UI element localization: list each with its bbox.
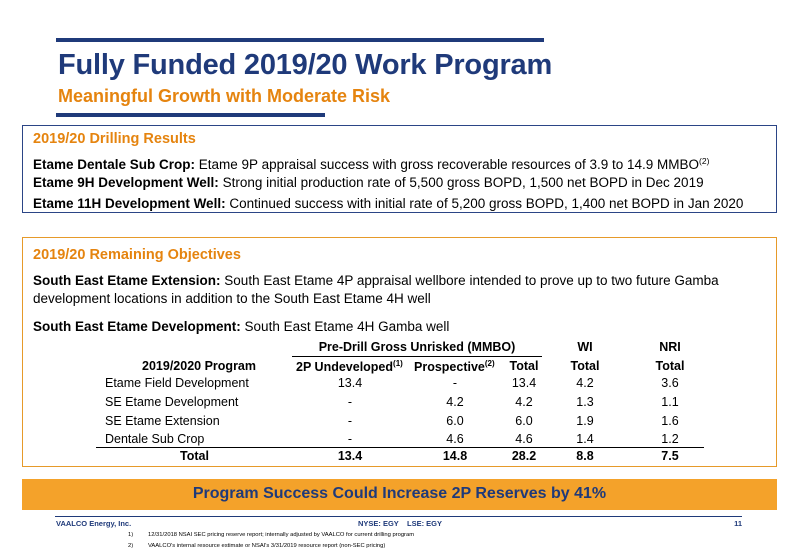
table-cell-nri: 1.6 — [661, 414, 679, 428]
table-col-nri-total: Total — [655, 359, 685, 373]
table-wi-header: WI — [577, 340, 593, 354]
table-cell-wi: 1.3 — [576, 395, 594, 409]
objective-label: South East Etame Extension: — [33, 273, 221, 288]
table-cell-prospective: - — [452, 376, 458, 390]
drilling-item-text: Etame 9P appraisal success with gross re… — [195, 157, 700, 172]
drilling-item: Etame 9H Development Well: Strong initia… — [33, 174, 704, 192]
table-cell-nri: 3.6 — [661, 376, 679, 390]
footnote-number: 1) — [128, 532, 134, 538]
table-cell-program: Dentale Sub Crop — [105, 432, 205, 446]
footnote-text: 12/31/2018 NSAI SEC pricing reserve repo… — [148, 532, 415, 538]
objective-text: South East Etame 4H Gamba well — [240, 319, 450, 334]
footer-rule — [55, 516, 742, 517]
page-subtitle: Meaningful Growth with Moderate Risk — [58, 86, 391, 106]
table-col-wi-total: Total — [570, 359, 600, 373]
table-cell-prospective: 6.0 — [446, 414, 464, 428]
banner-text: Program Success Could Increase 2P Reserv… — [192, 485, 607, 502]
drilling-item: Etame Dentale Sub Crop: Etame 9P apprais… — [33, 152, 709, 174]
table-cell-program: SE Etame Extension — [105, 414, 220, 428]
highlight-banner: Program Success Could Increase 2P Reserv… — [22, 479, 777, 510]
drilling-item: Etame 11H Development Well: Continued su… — [33, 195, 743, 213]
objective-extension: South East Etame Extension: South East E… — [33, 272, 719, 290]
table-cell-program: SE Etame Development — [105, 395, 239, 409]
table-col-program: 2019/2020 Program — [142, 359, 256, 373]
title-bottom-rule — [56, 113, 325, 117]
table-cell-total: 13.4 — [511, 376, 537, 390]
footnote-text: VAALCO's internal resource estimate or N… — [148, 543, 386, 549]
table-cell-wi: 1.4 — [576, 432, 594, 446]
table-cell-2p: - — [347, 432, 353, 446]
drilling-item-label: Etame 9H Development Well: — [33, 175, 219, 190]
drilling-item-label: Etame 11H Development Well: — [33, 196, 226, 211]
table-cell-total: 6.0 — [515, 414, 533, 428]
table-cell-program: Etame Field Development — [105, 376, 249, 390]
footnote-marker: (1) — [393, 359, 403, 368]
objective-text: South East Etame 4P appraisal wellbore i… — [220, 273, 719, 288]
page-title: Fully Funded 2019/20 Work Program — [58, 49, 553, 81]
table-nri-header: NRI — [659, 340, 681, 354]
title-top-rule — [56, 38, 544, 42]
table-cell-nri: 1.2 — [661, 432, 679, 446]
table-cell-wi: 4.2 — [576, 376, 594, 390]
footnote-number: 2) — [128, 543, 134, 549]
objective-label: South East Etame Development: — [33, 319, 241, 334]
drilling-results-box: 2019/20 Drilling Results Etame Dentale S… — [22, 125, 777, 213]
table-col-total: Total — [509, 359, 539, 373]
drilling-item-label: Etame Dentale Sub Crop: — [33, 157, 196, 172]
table-cell-2p: 13.4 — [337, 376, 363, 390]
drilling-results-title: 2019/20 Drilling Results — [33, 131, 196, 147]
footer-company: VAALCO Energy, Inc. — [56, 519, 132, 528]
footnote-marker: (2) — [484, 359, 495, 368]
table-cell-nri: 1.1 — [661, 395, 679, 409]
table-cell-total: 28.2 — [511, 449, 537, 463]
table-cell-2p: 13.4 — [337, 449, 363, 463]
table-cell-wi: 1.9 — [576, 414, 594, 428]
table-cell-wi: 8.8 — [576, 449, 594, 463]
table-group-underline — [292, 356, 542, 357]
objectives-title: 2019/20 Remaining Objectives — [33, 247, 241, 263]
objective-development: South East Etame Development: South East… — [33, 318, 449, 336]
table-cell-prospective: 4.2 — [446, 395, 464, 409]
table-cell-nri: 7.5 — [661, 449, 679, 463]
objective-extension-cont: development locations in addition to the… — [33, 291, 431, 306]
drilling-item-text: Continued success with initial rate of 5… — [225, 196, 744, 211]
table-cell-prospective: 14.8 — [442, 449, 468, 463]
table-total-rule — [96, 447, 704, 448]
table-cell-2p: - — [347, 395, 353, 409]
footer-page-number: 11 — [734, 519, 742, 528]
remaining-objectives-box: 2019/20 Remaining Objectives South East … — [22, 237, 777, 467]
table-col-2p: 2P Undeveloped(1) — [296, 359, 403, 374]
drilling-item-text: Strong initial production rate of 5,500 … — [218, 175, 704, 190]
table-cell-prospective: 4.6 — [446, 432, 464, 446]
table-cell-total: 4.2 — [515, 395, 533, 409]
table-cell-program: Total — [180, 449, 209, 463]
footnote-marker: (2) — [699, 156, 710, 166]
footer-ticker: NYSE: EGY LSE: EGY — [357, 519, 443, 528]
table-cell-total: 4.6 — [515, 432, 533, 446]
table-cell-2p: - — [347, 414, 353, 428]
table-group-header: Pre-Drill Gross Unrisked (MMBO) — [318, 340, 516, 354]
table-col-prospective: Prospective(2) — [414, 359, 495, 374]
